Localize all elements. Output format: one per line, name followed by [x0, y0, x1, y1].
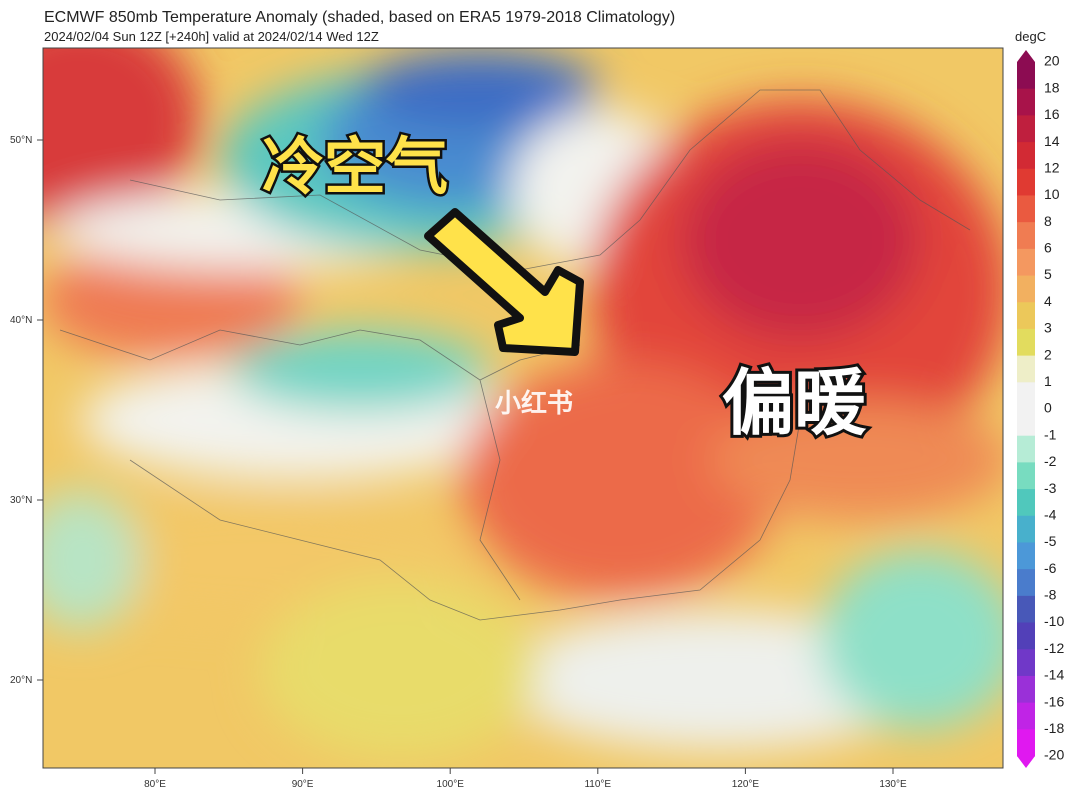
colorbar-segment [1017, 515, 1035, 543]
colorbar-segment [1017, 62, 1035, 90]
borders [59, 89, 971, 621]
colorbar-segment [1017, 649, 1035, 677]
colorbar-label: 1 [1044, 373, 1052, 389]
colorbar-unit: degC [1015, 29, 1046, 44]
colorbar-label: 20 [1044, 53, 1060, 69]
colorbar-label: 5 [1044, 266, 1052, 282]
colorbar-label: 18 [1044, 79, 1060, 95]
colorbar-segment [1017, 168, 1035, 196]
colorbar-label: -3 [1044, 480, 1057, 496]
colorbar-segment [1017, 489, 1035, 517]
lat-label: 20°N [10, 675, 32, 686]
colorbar-segment [1017, 275, 1035, 303]
arrow [424, 208, 584, 356]
lon-label: 80°E [144, 779, 166, 790]
colorbar-segment [1017, 542, 1035, 570]
colorbar-segment [1017, 595, 1035, 624]
colorbar-label: 8 [1044, 213, 1052, 229]
colorbar-segment [1017, 702, 1035, 730]
colorbar-label: 14 [1044, 133, 1060, 149]
colorbar-segment [1017, 569, 1035, 597]
colorbar-segment [1017, 355, 1035, 383]
colorbar-segment [1017, 115, 1035, 143]
watermark: 小红书 [495, 388, 573, 419]
colorbar-label: -14 [1044, 667, 1064, 683]
colorbar-label: 3 [1044, 320, 1052, 336]
colorbar-label: -6 [1044, 560, 1057, 576]
cold-label: 冷空气 [262, 130, 448, 203]
title: ECMWF 850mb Temperature Anomaly (shaded,… [44, 9, 675, 26]
colorbar-label: 2 [1044, 346, 1052, 362]
colorbar-label: 6 [1044, 240, 1052, 256]
colorbar-label: -12 [1044, 640, 1064, 656]
colorbar-segment [1017, 435, 1035, 463]
colorbar-label: 0 [1044, 400, 1052, 416]
colorbar-segment [1017, 88, 1035, 116]
colorbar-label: -4 [1044, 506, 1057, 522]
colorbar-label: -16 [1044, 693, 1064, 709]
colorbar-label: 10 [1044, 186, 1060, 202]
colorbar-label: 16 [1044, 106, 1060, 122]
lon-label: 110°E [584, 779, 611, 790]
colorbar-cap [1017, 50, 1035, 62]
colorbar-segment [1017, 142, 1035, 170]
colorbar-label: -1 [1044, 426, 1057, 442]
colorbar-cap [1017, 756, 1035, 768]
colorbar-segment [1017, 248, 1035, 277]
colorbar-segment [1017, 729, 1035, 757]
colorbar-label: -8 [1044, 587, 1057, 603]
lon-label: 120°E [732, 779, 760, 790]
colorbar-segment [1017, 328, 1035, 357]
colorbar-label: -2 [1044, 453, 1057, 469]
colorbar-label: -18 [1044, 720, 1064, 736]
colorbar-label: -10 [1044, 613, 1064, 629]
subtitle: 2024/02/04 Sun 12Z [+240h] valid at 2024… [44, 29, 379, 44]
colorbar-segment [1017, 222, 1035, 250]
map-frame [42, 47, 1004, 769]
lon-label: 130°E [879, 779, 907, 790]
colorbar-label: -20 [1044, 747, 1064, 763]
colorbar-segment [1017, 462, 1035, 490]
map-field [43, 48, 1003, 768]
colorbar-label: 12 [1044, 159, 1060, 175]
colorbar-segment [1017, 622, 1035, 650]
colorbar-segment [1017, 195, 1035, 223]
colorbar-segment [1017, 382, 1035, 410]
colorbar-segment [1017, 409, 1035, 437]
lon-label: 90°E [292, 779, 314, 790]
lat-label: 50°N [10, 135, 32, 146]
colorbar-segment [1017, 675, 1035, 704]
lat-label: 30°N [10, 495, 32, 506]
warm-label: 偏暖 [722, 361, 867, 445]
colorbar-label: 4 [1044, 293, 1052, 309]
colorbar-label: -5 [1044, 533, 1057, 549]
lon-label: 100°E [437, 779, 465, 790]
lat-label: 40°N [10, 315, 32, 326]
colorbar-segment [1017, 302, 1035, 330]
